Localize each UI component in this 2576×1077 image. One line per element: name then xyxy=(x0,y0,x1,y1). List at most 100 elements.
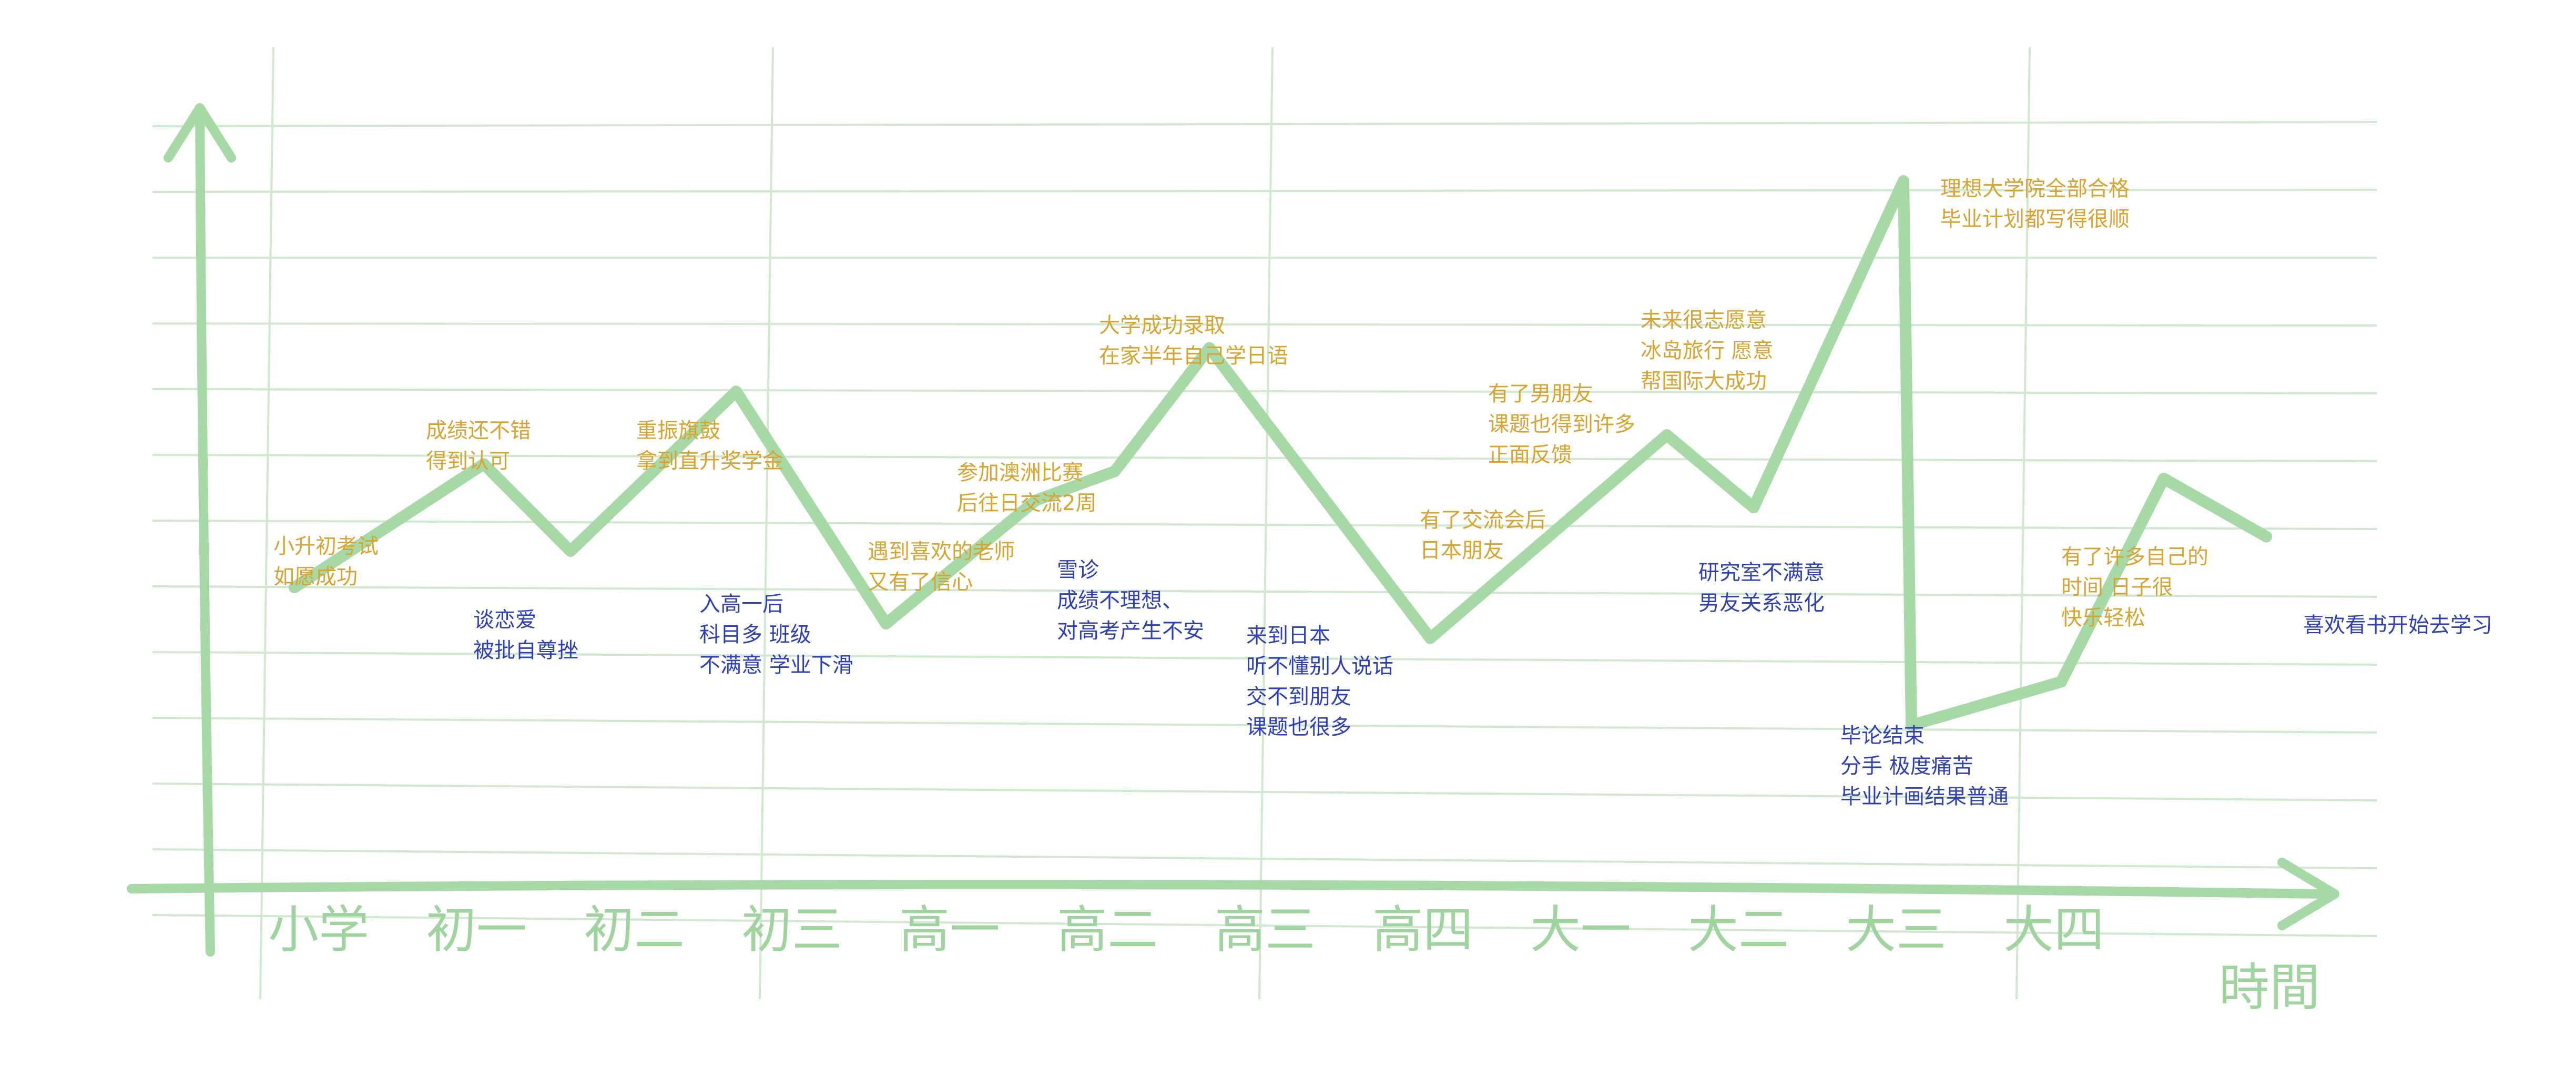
annotation-line: 对高考产生不安 xyxy=(1057,619,1204,643)
vertical-guide xyxy=(259,47,274,1000)
annotation-up: 成绩还不错 得到认可 xyxy=(426,415,531,476)
x-tick-label: 小学 xyxy=(268,900,369,959)
x-tick-label: 初一 xyxy=(426,900,527,959)
annotation-line: 后往日交流2周 xyxy=(957,491,1097,515)
y-axis-arrow xyxy=(164,103,236,162)
annotation-line: 被批自尊挫 xyxy=(473,638,578,663)
x-tick-label: 高四 xyxy=(1372,900,1473,959)
ruled-line xyxy=(152,783,2377,801)
annotation-line: 如愿成功 xyxy=(273,565,358,589)
x-tick-label: 初三 xyxy=(741,900,842,959)
annotation-line: 正面反馈 xyxy=(1488,443,1572,467)
data-point-14 xyxy=(2158,473,2170,484)
annotation-line: 毕论结束 xyxy=(1840,724,1925,748)
annotation-line: 帮国际大成功 xyxy=(1641,369,1767,393)
annotation-line: 来到日本 xyxy=(1246,624,1330,648)
annotation-line: 又有了信心 xyxy=(868,570,973,594)
data-point-6 xyxy=(1109,465,1121,477)
data-point-2 xyxy=(565,545,576,557)
notebook-vertical-lines xyxy=(259,47,2031,1000)
ruled-line xyxy=(152,520,2377,530)
data-point-markers xyxy=(289,175,2272,731)
vertical-guide xyxy=(2015,47,2031,1000)
annotation-line: 成绩还不错 xyxy=(426,419,531,443)
annotation-line: 冰岛旅行 愿意 xyxy=(1641,339,1774,363)
data-point-0 xyxy=(289,582,300,593)
x-tick-label: 大二 xyxy=(1688,900,1789,959)
annotation-line: 拿到直升奖学金 xyxy=(636,449,783,473)
annotation-line: 日本朋友 xyxy=(1420,538,1504,563)
x-tick-label: 高一 xyxy=(899,900,1000,959)
annotation-line: 时间 日子很 xyxy=(2061,575,2173,600)
annotation-line: 理想大学院全部合格 xyxy=(1940,177,2130,201)
ruled-line xyxy=(152,322,2377,327)
x-tick-label: 高三 xyxy=(1215,900,1316,959)
annotation-line: 喜欢看书开始去学习 xyxy=(2303,613,2492,637)
annotation-line: 未来很志愿意 xyxy=(1641,308,1767,332)
annotation-up: 遇到喜欢的老师 又有了信心 xyxy=(868,536,1015,597)
annotation-line: 在家半年自己学日语 xyxy=(1099,344,1288,368)
annotation-line: 有了许多自己的 xyxy=(2061,545,2208,569)
annotation-line: 遇到喜欢的老师 xyxy=(868,540,1015,564)
data-point-5 xyxy=(1030,494,1042,506)
annotation-line: 入高一后 xyxy=(699,592,783,616)
annotation-line: 科目多 班级 xyxy=(699,623,811,647)
annotation-line: 毕业计画结果普通 xyxy=(1840,785,2009,809)
life-curve-line xyxy=(289,175,2272,731)
notebook-ruled-lines xyxy=(152,121,2377,937)
x-tick-label: 大三 xyxy=(1846,900,1947,959)
x-axis-line xyxy=(127,880,2329,899)
annotation-up: 大学成功录取 在家半年自己学日语 xyxy=(1099,310,1288,371)
vertical-guide xyxy=(1258,47,1274,1000)
annotation-up: 参加澳洲比赛 后往日交流2周 xyxy=(957,458,1096,519)
ruled-line xyxy=(152,914,2377,937)
annotation-line: 谈恋爱 xyxy=(473,608,536,632)
annotation-down: 研究室不满意 男友关系恶化 xyxy=(1698,557,1825,618)
data-point-3 xyxy=(730,385,742,398)
annotation-down: 喜欢看书开始去学习 xyxy=(2303,610,2492,641)
data-point-8 xyxy=(1424,632,1436,644)
vertical-guide xyxy=(759,47,774,1000)
data-point-10 xyxy=(1748,502,1759,514)
annotation-up: 有了男朋友课题也得到许多 正面反馈 xyxy=(1488,379,1635,470)
annotation-up: 有了交流会后 日本朋友 xyxy=(1420,505,1546,566)
annotation-line: 雪诊 xyxy=(1057,558,1099,582)
x-axis-arrow xyxy=(2277,858,2339,930)
annotation-down: 谈恋爱 被批自尊挫 xyxy=(473,605,578,666)
annotation-line: 毕业计划都写得很顺 xyxy=(1940,207,2130,231)
data-point-11 xyxy=(1898,175,1909,187)
annotation-line: 研究室不满意 xyxy=(1698,561,1825,585)
annotation-down: 来到日本 听不懂别人说话 交不到朋友 课题也很多 xyxy=(1246,621,1393,743)
annotation-line: 男友关系恶化 xyxy=(1698,591,1825,615)
ruled-line xyxy=(152,121,2377,127)
annotation-line: 小升初考试 xyxy=(273,534,379,558)
annotation-line: 成绩不理想、 xyxy=(1057,588,1183,613)
annotation-line: 不满意 学业下滑 xyxy=(699,653,853,677)
x-tick-label: 大四 xyxy=(2003,900,2104,959)
axes xyxy=(127,103,2339,957)
ruled-line xyxy=(152,454,2377,462)
annotation-up: 有了许多自己的 时间 日子很 快乐轻松 xyxy=(2061,542,2208,633)
annotation-line: 课题也得到许多 xyxy=(1488,412,1635,436)
annotation-line: 交不到朋友 xyxy=(1246,685,1351,709)
x-tick-label: 大一 xyxy=(1530,900,1631,959)
data-point-12 xyxy=(1906,719,1917,731)
annotation-line: 有了男朋友 xyxy=(1488,382,1593,406)
data-point-13 xyxy=(2055,676,2067,688)
x-tick-label: 初二 xyxy=(584,900,685,959)
y-axis-line xyxy=(195,106,215,957)
annotation-line: 有了交流会后 xyxy=(1420,508,1546,532)
annotation-up: 未来很志愿意 冰岛旅行 愿意 帮国际大成功 xyxy=(1641,305,1774,397)
ruled-line xyxy=(152,189,2377,193)
annotation-line: 重振旗鼓 xyxy=(636,419,720,443)
annotation-line: 参加澳洲比赛 xyxy=(957,461,1083,485)
ruled-line xyxy=(152,848,2377,869)
annotation-line: 快乐轻松 xyxy=(2061,606,2145,630)
data-point-15 xyxy=(2261,531,2272,543)
ruled-line xyxy=(152,388,2377,394)
data-point-4 xyxy=(880,618,892,629)
data-point-1 xyxy=(478,458,490,470)
annotation-up: 理想大学院全部合格 毕业计划都写得很顺 xyxy=(1940,174,2130,235)
annotation-down: 入高一后科目多 班级不满意 学业下滑 xyxy=(699,589,853,680)
